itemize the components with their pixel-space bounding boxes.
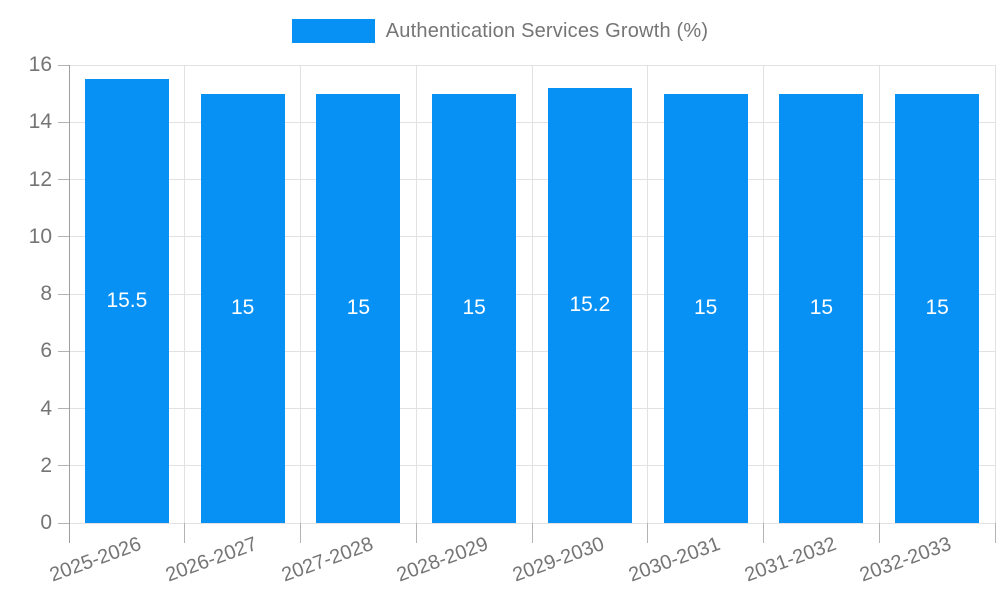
x-tick-mark [763, 523, 764, 543]
x-axis-tick-label: 2026-2027 [162, 533, 261, 587]
x-gridline [994, 65, 996, 523]
x-axis-tick-label: 2031-2032 [741, 533, 839, 587]
x-tick-mark [531, 523, 533, 543]
x-gridline [763, 65, 764, 523]
y-axis-tick-label: 4 [40, 396, 52, 420]
x-tick-mark [415, 523, 417, 543]
bar-2031-2032[interactable]: 15 [779, 93, 864, 523]
y-axis-tick-label: 6 [40, 339, 52, 363]
x-tick-mark [878, 523, 880, 543]
bar-2026-2027[interactable]: 15 [200, 93, 285, 523]
bar-value-label: 15.2 [569, 293, 611, 317]
x-axis-tick-label: 2027-2028 [278, 533, 376, 587]
y-tick-mark [58, 121, 69, 123]
bar-value-label: 15 [346, 296, 371, 320]
x-tick-mark [300, 523, 301, 543]
x-gridline [531, 65, 533, 523]
bar-value-label: 15 [925, 296, 949, 320]
bar-2027-2028[interactable]: 15 [316, 93, 401, 523]
y-axis-tick-label: 10 [28, 224, 52, 248]
y-tick-mark [58, 350, 69, 352]
bar-value-label: 15.5 [106, 289, 148, 313]
y-tick-mark [58, 408, 69, 409]
bar-2029-2030[interactable]: 15.2 [547, 87, 632, 523]
bar-2032-2033[interactable]: 15 [895, 93, 980, 523]
x-tick-mark [994, 523, 996, 543]
x-gridline [647, 65, 649, 523]
legend[interactable]: Authentication Services Growth (%) [0, 19, 1000, 43]
bar-2025-2026[interactable]: 15.5 [84, 79, 169, 523]
y-axis-tick-label: 8 [40, 282, 52, 305]
x-tick-mark [184, 523, 186, 543]
bar-2028-2029[interactable]: 15 [432, 93, 517, 523]
bar-value-label: 15 [230, 296, 255, 320]
y-tick-mark [58, 64, 69, 66]
y-tick-mark [58, 293, 69, 295]
bar-value-label: 15 [809, 296, 834, 320]
y-axis-tick-label: 2 [40, 453, 52, 477]
x-gridline [878, 65, 880, 523]
x-axis-tick-label: 2028-2029 [394, 533, 492, 587]
x-axis-tick-label: 2030-2031 [625, 533, 724, 587]
y-tick-mark [58, 522, 69, 524]
x-tick-mark [647, 523, 649, 543]
x-axis-tick-label: 2025-2026 [46, 533, 145, 587]
y-axis-tick-label: 0 [40, 511, 52, 534]
legend-label: Authentication Services Growth (%) [385, 19, 709, 42]
y-tick-mark [58, 236, 69, 238]
bar-value-label: 15 [462, 296, 486, 320]
legend-swatch [291, 19, 375, 43]
y-axis-tick-label: 14 [28, 110, 52, 134]
y-axis-line [68, 65, 70, 543]
bar-2030-2031[interactable]: 15 [663, 93, 748, 523]
y-tick-mark [58, 179, 69, 180]
x-gridline [415, 65, 417, 523]
y-axis-tick-label: 16 [28, 53, 52, 76]
x-axis-tick-label: 2029-2030 [509, 533, 608, 587]
bar-value-label: 15 [693, 296, 718, 320]
y-axis-tick-label: 12 [28, 167, 52, 191]
y-tick-mark [58, 465, 69, 467]
x-gridline [300, 65, 301, 523]
x-gridline [184, 65, 186, 523]
x-axis-tick-label: 2032-2033 [857, 533, 955, 587]
